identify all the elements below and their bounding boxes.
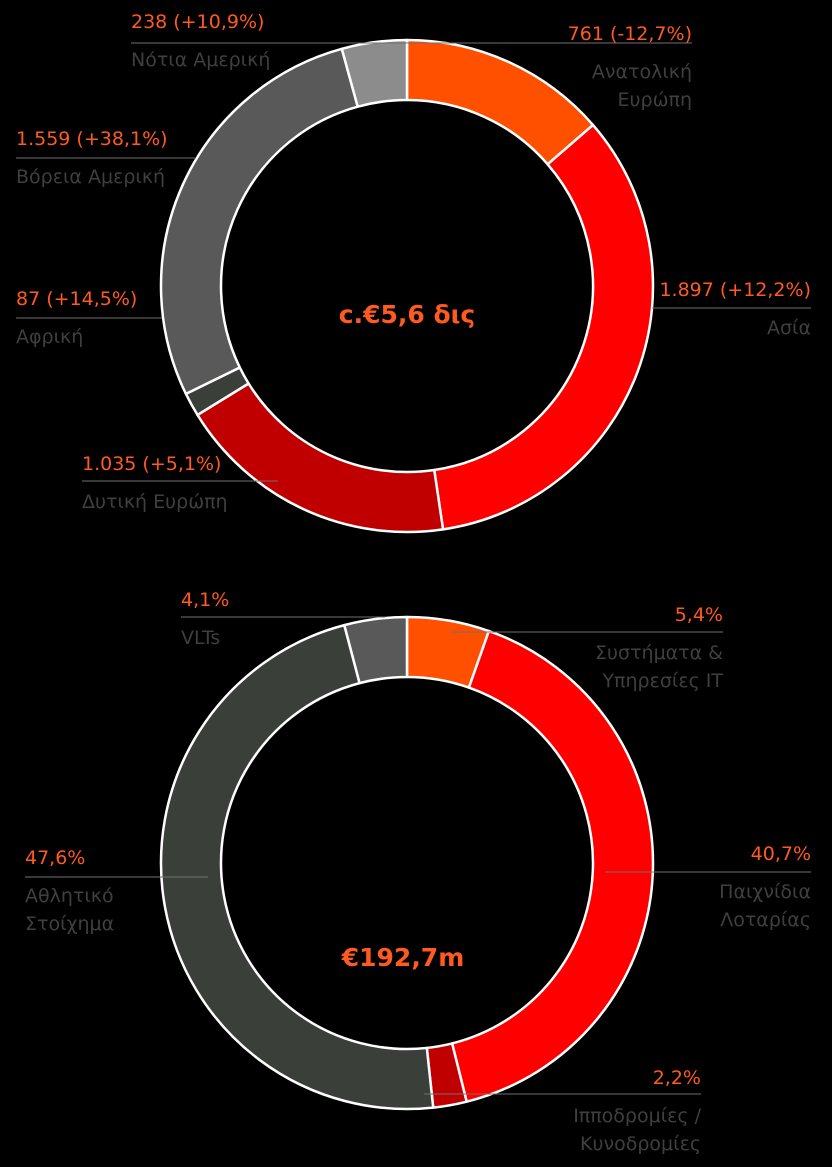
segment-slice-name-label-0-1: Υπηρεσίες IT bbox=[601, 670, 723, 692]
regional-slice-name-label-1-0: Ασία bbox=[767, 317, 811, 339]
segment-slice-name-label-2-1: Κυνοδρομίες bbox=[580, 1133, 701, 1155]
segment-slice-value-label-3: 47,6% bbox=[25, 847, 85, 869]
segment-donut-chart: 5,4% Συστήματα & Υπηρεσίες IT 40,7% Παιχνίδι… bbox=[25, 589, 811, 1155]
regional-slice-value-label-0: 761 (-12,7%) bbox=[568, 23, 692, 45]
regional-slice-1 bbox=[432, 123, 655, 531]
segment-slice-name-label-1-0: Παιχνίδια bbox=[719, 881, 811, 903]
segment-donut-slices bbox=[159, 615, 655, 1111]
regional-slice-value-label-2: 1.035 (+5,1%) bbox=[82, 453, 221, 475]
segment-slice-name-label-2-0: Ιπποδρομίες / bbox=[573, 1105, 701, 1127]
segment-total-label: €192,7m bbox=[341, 943, 465, 972]
segment-slice-value-label-1: 40,7% bbox=[751, 843, 811, 865]
regional-slice-value-label-4: 1.559 (+38,1%) bbox=[16, 128, 168, 150]
segment-slice-value-label-4: 4,1% bbox=[181, 589, 229, 611]
segment-slice-name-label-4-0: VLTs bbox=[181, 627, 220, 649]
segment-slice-labels: 5,4% Συστήματα & Υπηρεσίες IT 40,7% Παιχνίδι… bbox=[25, 589, 811, 1155]
segment-slice-4 bbox=[343, 615, 409, 685]
segment-slice-value-label-0: 5,4% bbox=[675, 604, 723, 626]
regional-slice-2 bbox=[196, 382, 445, 534]
segment-slice-3 bbox=[159, 623, 435, 1111]
regional-slice-name-label-0-1: Ευρώπη bbox=[618, 89, 692, 111]
regional-slice-name-label-3-0: Αφρική bbox=[16, 326, 83, 348]
regional-slice-name-label-0-0: Ανατολική bbox=[592, 61, 692, 83]
regional-slice-name-label-5-0: Νότια Αμερική bbox=[131, 49, 270, 71]
regional-slice-name-label-2-0: Δυτική Ευρώπη bbox=[82, 491, 228, 513]
regional-slice-name-label-4-0: Βόρεια Αμερική bbox=[16, 166, 165, 188]
regional-leader-lines bbox=[16, 42, 811, 482]
regional-slice-labels: 761 (-12,7%) Ανατολική Ευρώπη 1.897 (+12,2%… bbox=[16, 11, 811, 513]
regional-slice-value-label-3: 87 (+14,5%) bbox=[16, 288, 137, 310]
segment-slice-value-label-2: 2,2% bbox=[653, 1067, 701, 1089]
regional-slice-value-label-1: 1.897 (+12,2%) bbox=[659, 279, 811, 301]
regional-slice-0 bbox=[405, 38, 595, 166]
segment-slice-name-label-1-1: Λοταρίας bbox=[720, 909, 811, 931]
regional-slice-5 bbox=[340, 38, 409, 108]
segment-leader-lines bbox=[25, 616, 811, 1095]
regional-donut-slices bbox=[159, 38, 655, 534]
segment-slice-name-label-3-0: Αθλητικό bbox=[25, 885, 114, 907]
segment-slice-name-label-0-0: Συστήματα & bbox=[595, 642, 723, 664]
segment-slice-name-label-3-1: Στοίχημα bbox=[25, 913, 114, 935]
regional-donut-chart: 761 (-12,7%) Ανατολική Ευρώπη 1.897 (+12,2%… bbox=[16, 11, 811, 534]
regional-slice-4 bbox=[159, 47, 359, 396]
segment-slice-1 bbox=[450, 629, 655, 1103]
regional-slice-value-label-5: 238 (+10,9%) bbox=[131, 11, 264, 33]
regional-total-label: c.€5,6 δις bbox=[339, 300, 475, 329]
